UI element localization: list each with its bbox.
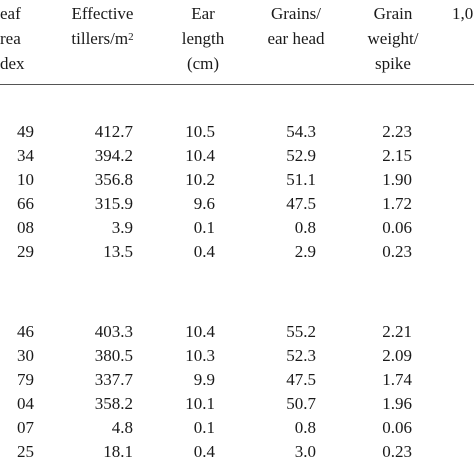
leaf-area-index-cell: 04 (17, 394, 34, 413)
effective-tillers-cell: 315.9 (94, 194, 133, 213)
grain-weight-spike-cell: 2.15 (382, 146, 412, 165)
grains-ear-head-cell: 52.9 (286, 146, 316, 165)
effective-tillers-cell: 3.9 (111, 218, 133, 237)
grains-ear-head-cell: 0.8 (294, 218, 316, 237)
header-text: Grains/ (270, 4, 322, 23)
grain-weight-spike-cell: 0.06 (382, 418, 412, 437)
header-text: 1,0 (452, 4, 474, 23)
leaf-area-index-cell: 08 (17, 218, 34, 237)
grains-ear-head-cell: 55.2 (286, 322, 316, 341)
effective-tillers-cell: 18.1 (103, 442, 133, 461)
ear-length-cell: 10.1 (185, 394, 215, 413)
grain-weight-spike-cell: 1.96 (382, 394, 412, 413)
leaf-area-index-cell: 34 (17, 146, 34, 165)
ear-length-cell: 10.4 (185, 322, 215, 341)
grains-ear-head-cell: 3.0 (294, 442, 316, 461)
leaf-area-index-cell: 46 (17, 322, 34, 341)
effective-tillers-cell: 394.2 (94, 146, 133, 165)
ear-length-cell: 0.1 (193, 418, 215, 437)
effective-tillers-cell: 13.5 (103, 242, 133, 261)
grains-ear-head-cell: 54.3 (286, 122, 316, 141)
grains-ear-head-cell: 2.9 (294, 242, 316, 261)
header-text: length (181, 29, 225, 48)
grain-weight-spike-cell: 2.21 (382, 322, 412, 341)
grains-ear-head-cell: 50.7 (286, 394, 316, 413)
effective-tillers-cell: 356.8 (94, 170, 133, 189)
effective-tillers-cell: 412.7 (94, 122, 133, 141)
ear-length-cell: 9.9 (193, 370, 215, 389)
effective-tillers-cell: 4.8 (111, 418, 133, 437)
grain-weight-spike-cell: 1.90 (382, 170, 412, 189)
leaf-area-index-cell: 30 (17, 346, 34, 365)
header-text: weight/ (367, 29, 419, 48)
leaf-area-index-cell: 07 (17, 418, 34, 437)
header-text: ear head (267, 29, 325, 48)
effective-tillers-cell: 358.2 (94, 394, 133, 413)
ear-length-cell: 10.4 (185, 146, 215, 165)
header-rule (0, 84, 474, 85)
ear-length-cell: 10.5 (185, 122, 215, 141)
ear-length-cell: 10.2 (185, 170, 215, 189)
header-text: Grain (373, 4, 413, 23)
leaf-area-index-cell: 29 (17, 242, 34, 261)
leaf-area-index-cell: 10 (17, 170, 34, 189)
effective-tillers-cell: 403.3 (94, 322, 133, 341)
effective-tillers-cell: 380.5 (94, 346, 133, 365)
leaf-area-index-cell: 25 (17, 442, 34, 461)
ear-length-cell: 0.4 (193, 442, 215, 461)
header-text: rea (0, 29, 21, 48)
grain-weight-spike-cell: 2.09 (382, 346, 412, 365)
header-text: eaf (0, 4, 21, 23)
header-text: dex (0, 54, 25, 73)
header-text: spike (375, 54, 411, 73)
leaf-area-index-cell: 66 (17, 194, 34, 213)
ear-length-cell: 0.4 (193, 242, 215, 261)
grain-weight-spike-cell: 0.06 (382, 218, 412, 237)
grains-ear-head-cell: 51.1 (286, 170, 316, 189)
ear-length-cell: 9.6 (193, 194, 215, 213)
grains-ear-head-cell: 0.8 (294, 418, 316, 437)
leaf-area-index-cell: 79 (17, 370, 34, 389)
header-text: Ear (191, 4, 215, 23)
grain-weight-spike-cell: 0.23 (382, 442, 412, 461)
grain-weight-spike-cell: 1.74 (382, 370, 412, 389)
effective-tillers-cell: 337.7 (94, 370, 133, 389)
header-text: Effective (71, 4, 134, 23)
grain-weight-spike-cell: 1.72 (382, 194, 412, 213)
leaf-area-index-cell: 49 (17, 122, 34, 141)
grain-weight-spike-cell: 0.23 (382, 242, 412, 261)
grain-weight-spike-cell: 2.23 (382, 122, 412, 141)
ear-length-cell: 0.1 (193, 218, 215, 237)
header-text: (cm) (186, 54, 220, 73)
grains-ear-head-cell: 52.3 (286, 346, 316, 365)
grains-ear-head-cell: 47.5 (286, 194, 316, 213)
grains-ear-head-cell: 47.5 (286, 370, 316, 389)
header-text: tillers/m2 (71, 29, 134, 48)
ear-length-cell: 10.3 (185, 346, 215, 365)
